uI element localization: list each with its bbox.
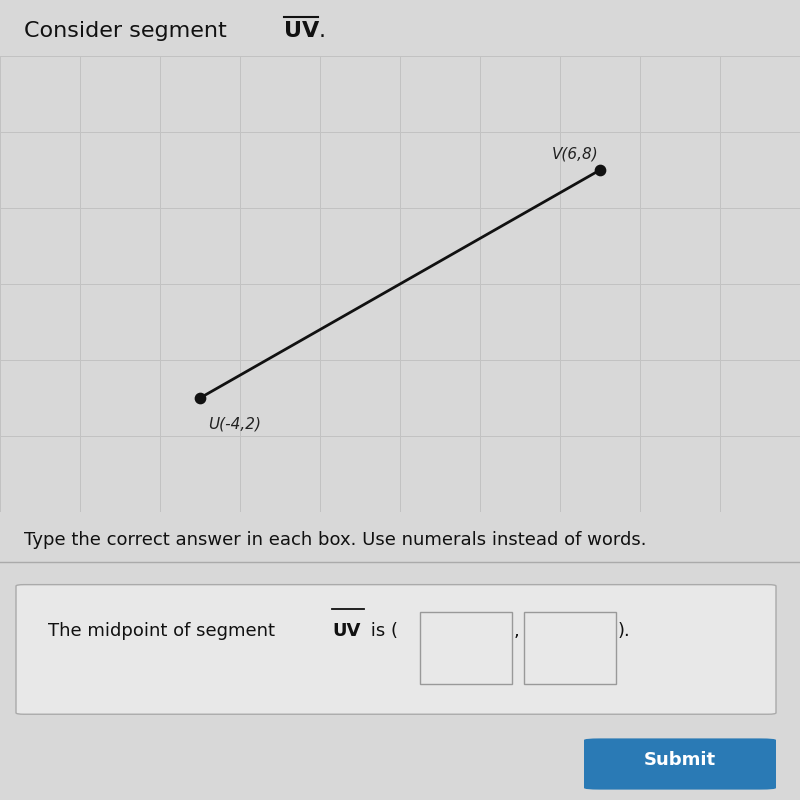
Point — [279, 12, 289, 22]
Point — [194, 391, 206, 404]
Point — [359, 604, 369, 614]
Text: .: . — [318, 21, 326, 41]
Text: UV: UV — [284, 21, 319, 41]
Text: ,: , — [514, 622, 519, 640]
Text: Submit: Submit — [644, 751, 716, 769]
FancyBboxPatch shape — [420, 612, 512, 684]
Point — [594, 164, 606, 177]
Text: The midpoint of segment: The midpoint of segment — [48, 622, 281, 640]
FancyBboxPatch shape — [584, 738, 776, 790]
Text: Type the correct answer in each box. Use numerals instead of words.: Type the correct answer in each box. Use… — [24, 531, 646, 549]
Text: UV: UV — [332, 622, 360, 640]
Point — [313, 12, 322, 22]
Point — [327, 604, 337, 614]
Text: is (: is ( — [365, 622, 398, 640]
FancyBboxPatch shape — [16, 585, 776, 714]
Text: Consider segment: Consider segment — [24, 21, 234, 41]
Text: U(-4,2): U(-4,2) — [208, 416, 261, 431]
Text: V(6,8): V(6,8) — [552, 146, 598, 162]
Text: ).: ). — [618, 622, 630, 640]
FancyBboxPatch shape — [524, 612, 616, 684]
